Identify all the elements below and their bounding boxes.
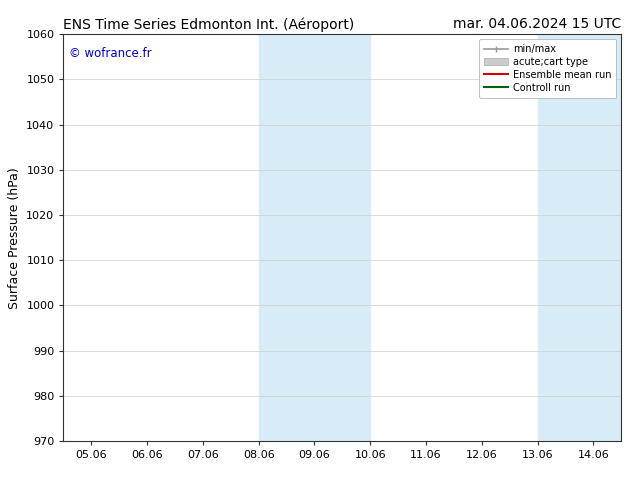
Legend: min/max, acute;cart type, Ensemble mean run, Controll run: min/max, acute;cart type, Ensemble mean … [479,39,616,98]
Bar [259,34,370,441]
Text: © wofrance.fr: © wofrance.fr [69,47,152,59]
Text: mar. 04.06.2024 15 UTC: mar. 04.06.2024 15 UTC [453,17,621,31]
Y-axis label: Surface Pressure (hPa): Surface Pressure (hPa) [8,167,21,309]
Bar [538,34,621,441]
Text: ENS Time Series Edmonton Int. (Aéroport): ENS Time Series Edmonton Int. (Aéroport) [63,17,354,32]
